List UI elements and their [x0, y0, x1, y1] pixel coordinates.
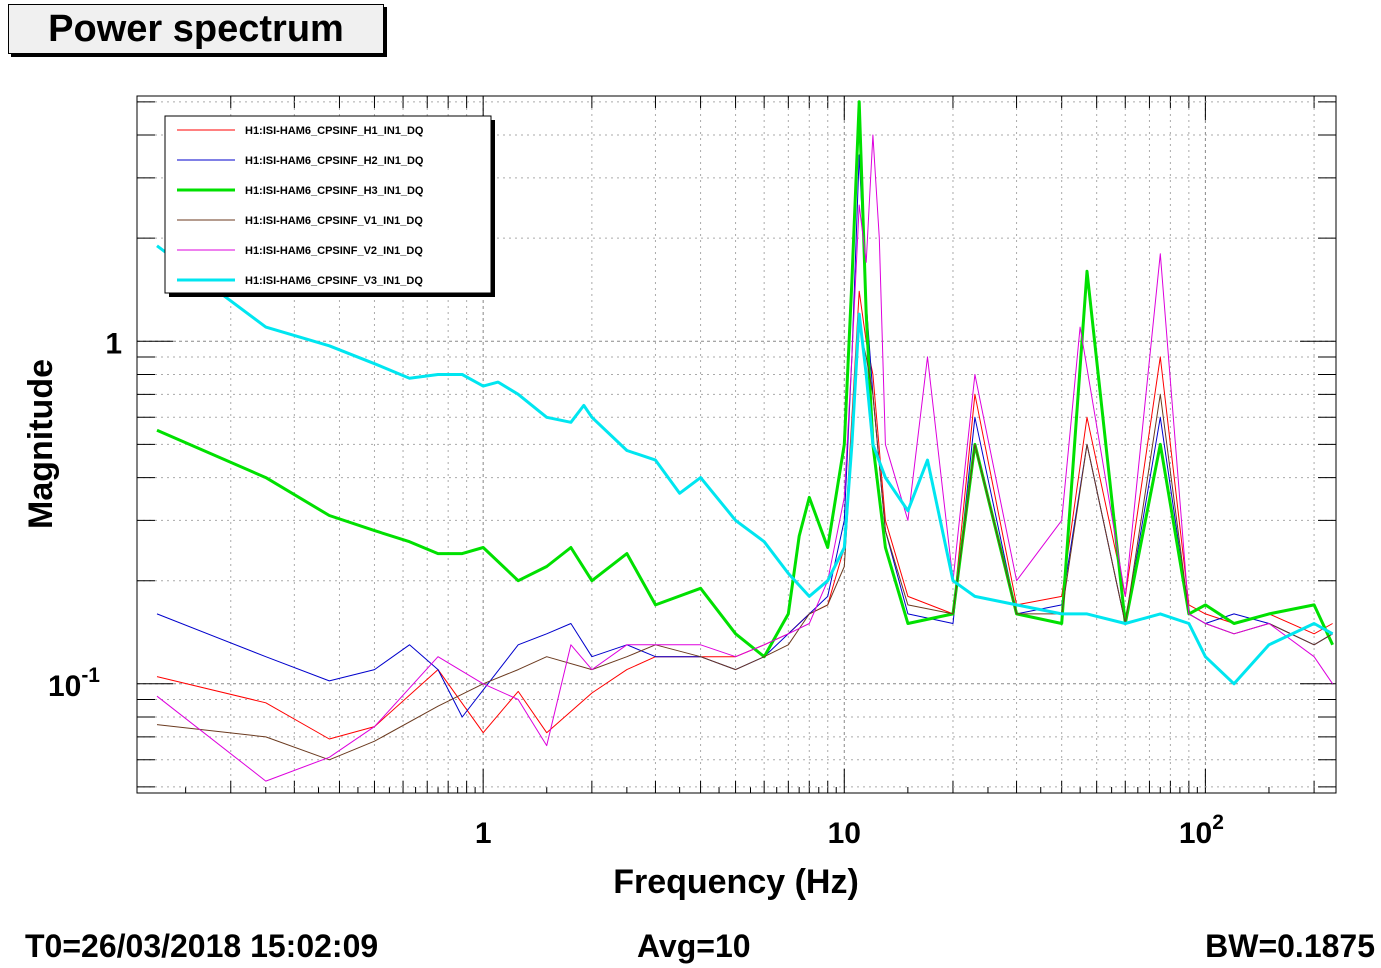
legend-label-1: H1:ISI-HAM6_CPSINF_H1_IN1_DQ — [245, 125, 424, 137]
legend-label-4: H1:ISI-HAM6_CPSINF_V1_IN1_DQ — [245, 215, 423, 227]
series-line-6 — [156, 244, 1334, 686]
footer-t0: T0=26/03/2018 15:02:09 — [25, 928, 379, 964]
legend-label-3: H1:ISI-HAM6_CPSINF_H3_IN1_DQ — [245, 185, 424, 197]
x-tick-label: 102 — [1179, 811, 1224, 850]
legend-label-2: H1:ISI-HAM6_CPSINF_H2_IN1_DQ — [245, 155, 424, 167]
x-axis-title: Frequency (Hz) — [613, 863, 859, 901]
series-line-1 — [156, 290, 1333, 740]
legend-label-5: H1:ISI-HAM6_CPSINF_V2_IN1_DQ — [245, 245, 423, 257]
footer-avg: Avg=10 — [637, 928, 751, 964]
x-tick-label: 1 — [475, 817, 492, 850]
x-tick-label: 10 — [828, 817, 861, 850]
y-tick-exponent: -1 — [81, 664, 100, 687]
legend-label-6: H1:ISI-HAM6_CPSINF_V3_IN1_DQ — [245, 275, 423, 287]
series-line-3 — [156, 100, 1334, 659]
series-line-2 — [156, 154, 1333, 718]
y-axis-title: Magnitude — [22, 359, 60, 529]
chart-title: Power spectrum — [48, 8, 344, 50]
y-tick-label: 10-1 — [48, 664, 100, 703]
chart-title-box: Power spectrum — [8, 4, 384, 54]
series-line-5 — [156, 134, 1334, 782]
legend-box — [164, 115, 492, 294]
x-tick-exponent: 2 — [1212, 811, 1224, 834]
footer-bw: BW=0.1875 — [1205, 928, 1375, 964]
y-tick-label: 1 — [105, 327, 122, 360]
plot-frame — [136, 95, 1337, 794]
